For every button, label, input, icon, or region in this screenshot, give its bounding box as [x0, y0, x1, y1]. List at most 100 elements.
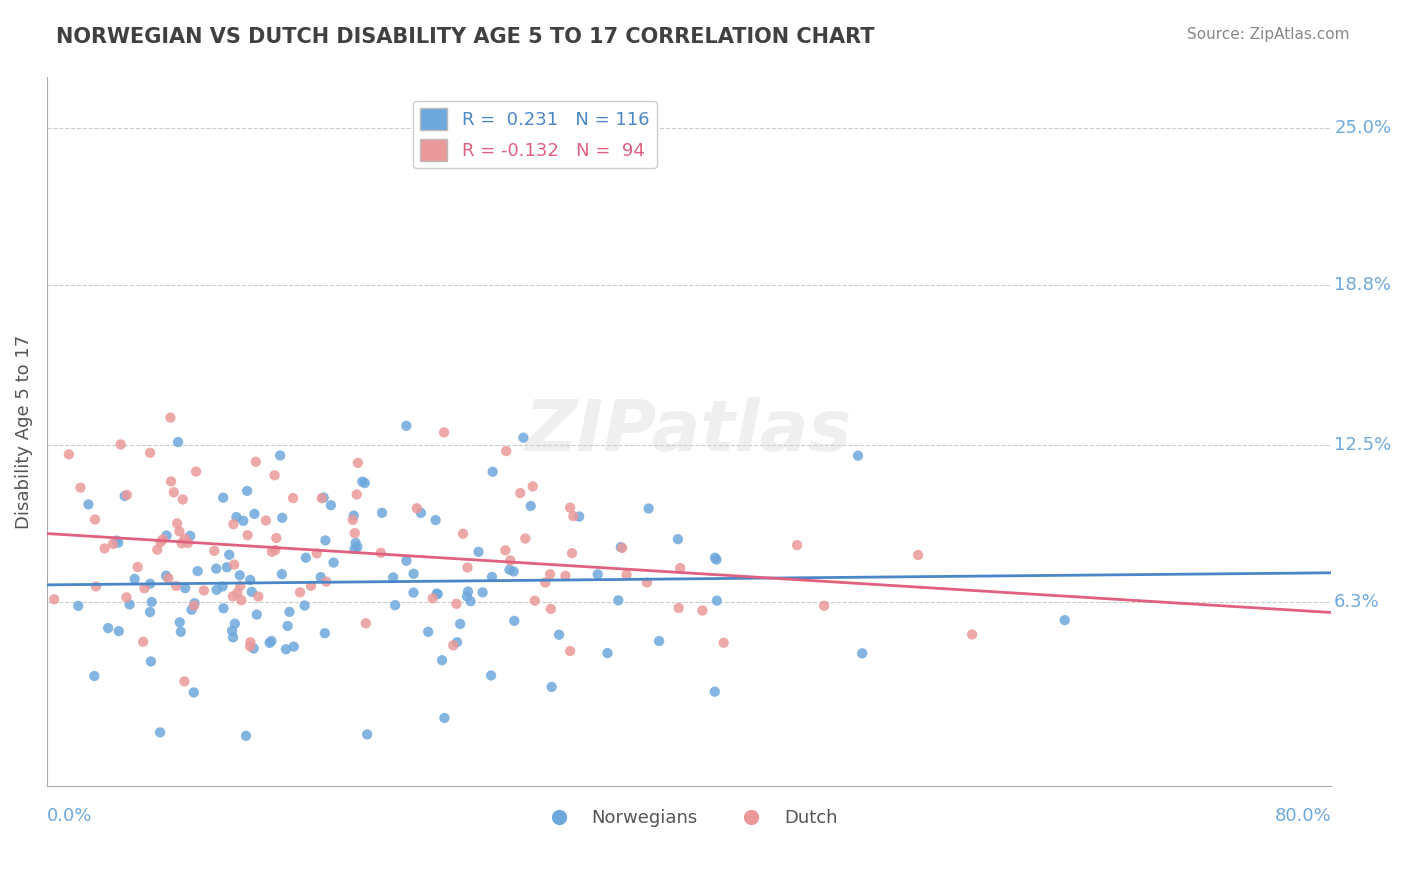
Norwegians	[141, 595, 163, 609]
Text: Source: ZipAtlas.com: Source: ZipAtlas.com	[1187, 27, 1350, 42]
Norwegians	[343, 541, 366, 556]
Dutch	[172, 492, 194, 507]
Dutch	[169, 524, 191, 539]
Norwegians	[343, 508, 366, 523]
Dutch	[170, 536, 193, 550]
Dutch	[281, 491, 304, 505]
Norwegians	[648, 634, 671, 648]
Norwegians	[232, 514, 254, 528]
Norwegians	[212, 491, 235, 505]
Dutch	[405, 501, 427, 516]
Norwegians	[246, 607, 269, 622]
Dutch	[540, 602, 562, 616]
Norwegians	[235, 729, 257, 743]
Norwegians	[356, 727, 378, 741]
Dutch	[84, 579, 107, 593]
Norwegians	[77, 497, 100, 511]
Norwegians	[548, 628, 571, 642]
Norwegians	[344, 536, 367, 550]
Norwegians	[460, 594, 482, 608]
Dutch	[245, 455, 267, 469]
Norwegians	[637, 501, 659, 516]
Norwegians	[352, 475, 374, 489]
Dutch	[224, 558, 246, 572]
Dutch	[84, 512, 107, 526]
Dutch	[110, 437, 132, 451]
Norwegians	[169, 615, 191, 630]
Norwegians	[139, 655, 162, 669]
Dutch	[139, 446, 162, 460]
Dutch	[229, 579, 252, 593]
Norwegians	[703, 684, 725, 698]
Dutch	[263, 468, 285, 483]
Norwegians	[706, 593, 728, 607]
Dutch	[184, 465, 207, 479]
Dutch	[554, 569, 576, 583]
Norwegians	[314, 626, 336, 640]
Norwegians	[319, 498, 342, 512]
Dutch	[183, 599, 205, 613]
Dutch	[343, 526, 366, 541]
Norwegians	[607, 593, 630, 607]
Dutch	[44, 592, 66, 607]
Dutch	[288, 585, 311, 599]
Dutch	[132, 634, 155, 648]
Norwegians	[229, 568, 252, 582]
Dutch	[266, 531, 288, 545]
Norwegians	[418, 624, 440, 639]
Norwegians	[519, 499, 541, 513]
Dutch	[69, 481, 91, 495]
Dutch	[457, 560, 479, 574]
Y-axis label: Disability Age 5 to 17: Disability Age 5 to 17	[15, 334, 32, 529]
Legend: Norwegians, Dutch: Norwegians, Dutch	[533, 802, 845, 834]
Norwegians	[395, 554, 418, 568]
Text: 6.3%: 6.3%	[1334, 592, 1379, 611]
Dutch	[370, 546, 392, 560]
Norwegians	[471, 585, 494, 599]
Dutch	[193, 583, 215, 598]
Norwegians	[155, 568, 177, 582]
Norwegians	[503, 614, 526, 628]
Text: NORWEGIAN VS DUTCH DISABILITY AGE 5 TO 17 CORRELATION CHART: NORWEGIAN VS DUTCH DISABILITY AGE 5 TO 1…	[56, 27, 875, 46]
Norwegians	[610, 540, 633, 554]
Norwegians	[67, 599, 90, 613]
Norwegians	[568, 509, 591, 524]
Dutch	[264, 543, 287, 558]
Dutch	[786, 538, 808, 552]
Dutch	[433, 425, 456, 440]
Dutch	[347, 456, 370, 470]
Text: 80.0%: 80.0%	[1274, 806, 1331, 825]
Norwegians	[512, 431, 534, 445]
Dutch	[560, 644, 582, 658]
Dutch	[299, 579, 322, 593]
Norwegians	[221, 624, 243, 638]
Dutch	[523, 593, 546, 607]
Norwegians	[457, 584, 479, 599]
Text: 12.5%: 12.5%	[1334, 435, 1392, 454]
Norwegians	[409, 506, 432, 520]
Dutch	[163, 485, 186, 500]
Norwegians	[294, 599, 316, 613]
Norwegians	[225, 510, 247, 524]
Norwegians	[426, 586, 449, 600]
Norwegians	[433, 711, 456, 725]
Dutch	[222, 590, 245, 604]
Dutch	[173, 674, 195, 689]
Norwegians	[222, 631, 245, 645]
Norwegians	[205, 582, 228, 597]
Norwegians	[236, 483, 259, 498]
Dutch	[636, 575, 658, 590]
Norwegians	[83, 669, 105, 683]
Dutch	[558, 500, 581, 515]
Dutch	[522, 479, 544, 493]
Dutch	[346, 487, 368, 501]
Dutch	[93, 541, 115, 556]
Norwegians	[596, 646, 619, 660]
Norwegians	[107, 624, 129, 639]
Norwegians	[706, 552, 728, 566]
Dutch	[692, 603, 714, 617]
Norwegians	[481, 570, 503, 584]
Norwegians	[243, 507, 266, 521]
Dutch	[231, 593, 253, 607]
Dutch	[342, 513, 364, 527]
